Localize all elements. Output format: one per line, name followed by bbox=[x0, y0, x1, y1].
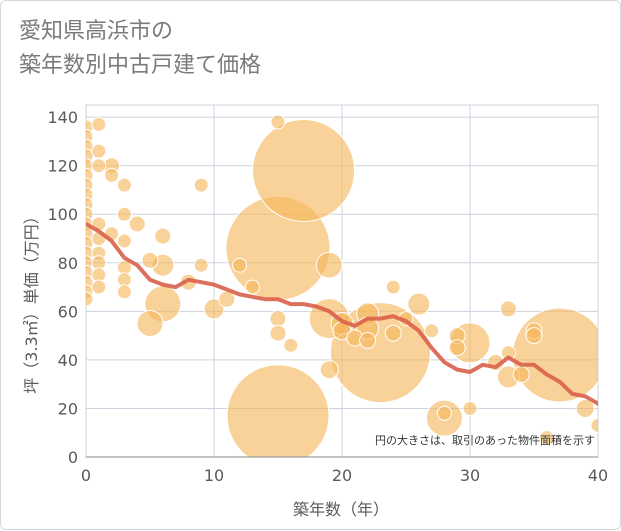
y-tick-label: 60 bbox=[58, 302, 78, 321]
bubble-point bbox=[385, 279, 401, 295]
bubble-point bbox=[590, 417, 598, 433]
bubble-point bbox=[91, 279, 107, 295]
y-tick-label: 20 bbox=[58, 399, 78, 418]
bubble-point bbox=[116, 284, 132, 300]
x-tick-label: 0 bbox=[81, 466, 91, 485]
bubble-point bbox=[359, 331, 377, 349]
bubble-point bbox=[116, 233, 132, 249]
y-tick-label: 120 bbox=[47, 157, 78, 176]
bubble-layer bbox=[86, 114, 598, 457]
bubble-point bbox=[462, 400, 478, 416]
trend-line bbox=[86, 222, 598, 406]
bubble-point bbox=[499, 300, 517, 318]
bubble-point bbox=[128, 215, 146, 233]
x-axis-label: 築年数（年） bbox=[293, 500, 389, 519]
y-tick-label: 100 bbox=[47, 205, 78, 224]
bubble-point bbox=[283, 337, 299, 353]
bubble-point bbox=[436, 405, 452, 421]
bubble-point bbox=[104, 167, 120, 183]
y-tick-label: 140 bbox=[47, 108, 78, 127]
bubble-point bbox=[226, 364, 330, 457]
bubble-point bbox=[448, 339, 466, 357]
bubble-point bbox=[252, 119, 356, 223]
bubble-point bbox=[232, 257, 248, 273]
bubble-point bbox=[270, 114, 286, 130]
x-tick-label: 20 bbox=[332, 466, 352, 485]
bubble-point bbox=[91, 143, 107, 159]
y-tick-label: 80 bbox=[58, 254, 78, 273]
bubble-point bbox=[154, 227, 172, 245]
axes: 築年数（年） 坪（3.3㎡）単価（万円） 0 10 20 30 40 0 20 40 60 80 1… bbox=[22, 108, 608, 519]
bubble-point bbox=[407, 292, 431, 316]
chart-title: 愛知県高浜市の 築年数別中古戸建て価格 bbox=[19, 15, 261, 83]
x-tick-label: 10 bbox=[204, 466, 224, 485]
bubble-point bbox=[86, 291, 94, 307]
chart-title-line1: 愛知県高浜市の bbox=[19, 19, 174, 44]
y-axis-label: 坪（3.3㎡）単価（万円） bbox=[22, 208, 41, 393]
bubble-point bbox=[539, 430, 555, 446]
bubble-point bbox=[315, 251, 343, 279]
y-tick-label: 0 bbox=[68, 448, 78, 467]
bubble-point bbox=[193, 177, 209, 193]
bubble-point bbox=[141, 251, 159, 269]
bubble-point bbox=[116, 206, 132, 222]
bubble-point bbox=[512, 307, 598, 403]
bubble-point bbox=[193, 257, 209, 273]
chart-title-line2: 築年数別中古戸建て価格 bbox=[19, 53, 262, 78]
bubble-point bbox=[203, 298, 225, 320]
y-tick-label: 40 bbox=[58, 351, 78, 370]
bubble-point bbox=[384, 324, 402, 342]
bubble-point bbox=[525, 327, 543, 345]
bubble-point bbox=[319, 360, 339, 380]
bubble-point bbox=[512, 365, 530, 383]
bubble-point bbox=[575, 398, 595, 418]
bubble-size-note: 円の大きさは、取引のあった物件面積を示す bbox=[375, 433, 595, 447]
bubble-point bbox=[269, 310, 287, 328]
bubble-point bbox=[269, 324, 287, 342]
bubble-point bbox=[244, 279, 260, 295]
bubble-point bbox=[91, 116, 107, 132]
bubble-point bbox=[116, 177, 132, 193]
bubble-point bbox=[91, 158, 107, 174]
bubble-point bbox=[424, 323, 440, 339]
bubble-point bbox=[136, 309, 164, 337]
trend-layer bbox=[86, 222, 598, 406]
x-tick-label: 30 bbox=[460, 466, 480, 485]
x-tick-label: 40 bbox=[588, 466, 608, 485]
